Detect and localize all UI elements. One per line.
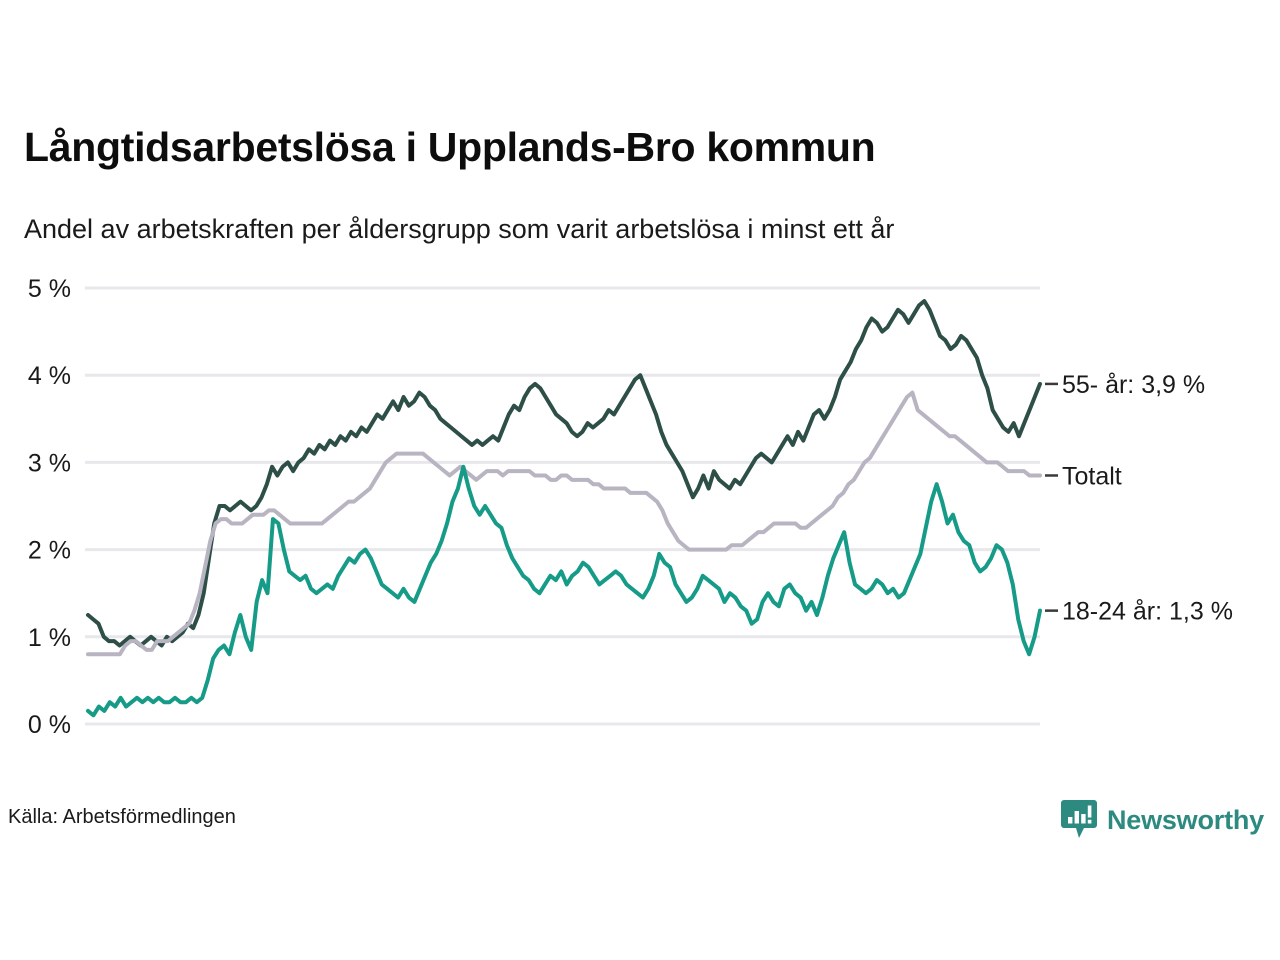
chart-gridlines xyxy=(85,286,1040,726)
line-chart-svg: 0 % 1 % 2 % 3 % 4 % 5 % 55- år: 3,9 % Totalt 18… xyxy=(28,275,1233,739)
series-label-55-: 55- år: 3,9 % xyxy=(1062,371,1205,399)
y-tick-label: 1 % xyxy=(28,624,71,652)
y-tick-label: 2 % xyxy=(28,537,71,565)
y-tick-label: 3 % xyxy=(28,449,71,477)
series-label-18-24: 18-24 år: 1,3 % xyxy=(1062,598,1233,626)
chart-plot-area: 0 % 1 % 2 % 3 % 4 % 5 % 55- år: 3,9 % Totalt 18… xyxy=(0,260,1280,740)
chart-subtitle: Andel av arbetskraften per åldersgrupp s… xyxy=(24,214,895,244)
series-line-55- xyxy=(86,299,1042,648)
y-tick-label: 5 % xyxy=(28,275,71,303)
chart-series-labels: 55- år: 3,9 % Totalt 18-24 år: 1,3 % xyxy=(1062,371,1233,626)
source-note: Källa: Arbetsförmedlingen xyxy=(8,806,236,828)
series-label-totalt: Totalt xyxy=(1062,462,1122,490)
series-line-18-24 xyxy=(86,464,1042,718)
page-title: Långtidsarbetslösa i Upplands-Bro kommun xyxy=(24,124,876,170)
logo-wordmark: Newsworthy xyxy=(1106,804,1264,835)
newsworthy-logo: Newsworthy xyxy=(1060,798,1264,842)
bar-chart-speech-bubble-icon xyxy=(1060,800,1097,838)
series-line-totalt xyxy=(86,390,1042,657)
y-tick-label: 0 % xyxy=(28,711,71,739)
y-tick-label: 4 % xyxy=(28,362,71,390)
chart-series-connectors xyxy=(1045,382,1058,612)
chart-series-lines xyxy=(86,299,1042,718)
y-axis-tick-labels: 0 % 1 % 2 % 3 % 4 % 5 % xyxy=(28,275,71,739)
